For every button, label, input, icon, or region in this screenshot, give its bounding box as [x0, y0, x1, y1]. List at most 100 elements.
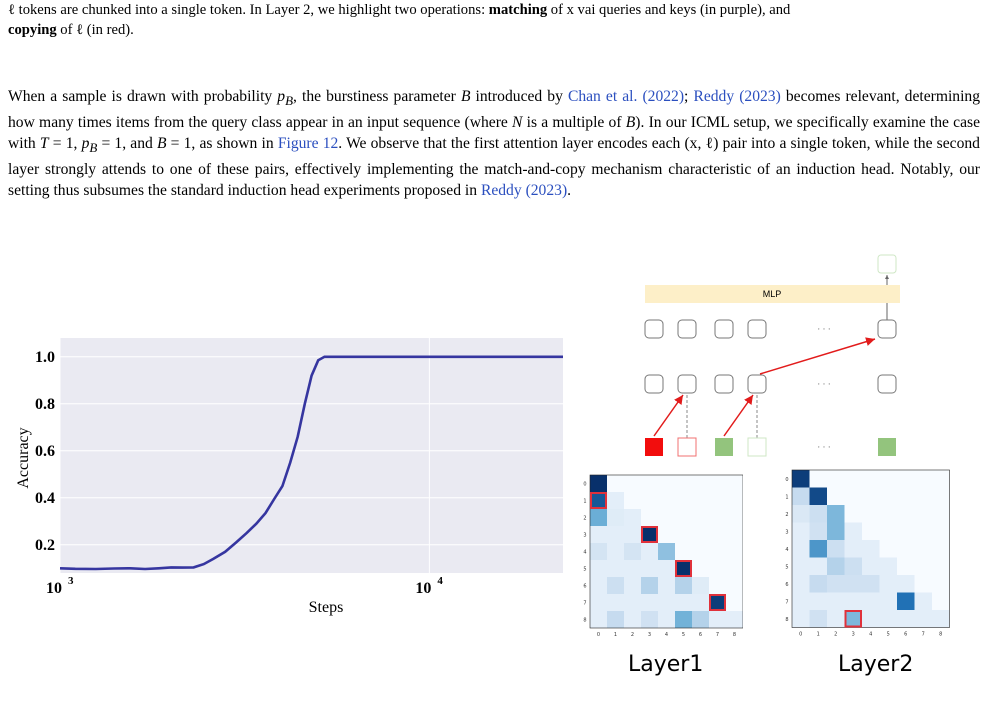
heatmap-row-tick: 3 [785, 529, 788, 535]
heatmap-cell [590, 594, 607, 611]
citation-reddy-link[interactable]: Reddy [693, 88, 735, 105]
y-tick-label: 0.8 [35, 396, 55, 413]
heatmap-col-tick: 3 [852, 632, 855, 638]
heatmap-cell [792, 470, 810, 488]
heatmap-cell [692, 509, 709, 526]
heatmap-cell [709, 526, 726, 543]
heatmap-cell [862, 557, 880, 575]
heatmap-cell [726, 509, 743, 526]
heatmap-cell [641, 543, 658, 560]
heatmap-cell [844, 557, 862, 575]
input-row: · · · [645, 437, 896, 457]
heatmap-cell [827, 557, 845, 575]
citation-reddy-year-link[interactable]: (2023) [739, 88, 781, 105]
heatmap-cell [932, 540, 950, 558]
layer2-row: · · · [644, 319, 897, 339]
heatmap-cell [827, 610, 845, 628]
heatmap-cell [932, 575, 950, 593]
heatmap-cell [932, 557, 950, 575]
heatmap-cell [879, 610, 897, 628]
figure-12-link[interactable]: Figure 12 [277, 135, 339, 153]
heatmap-cell [692, 560, 709, 577]
heatmap-cell [879, 505, 897, 523]
heatmap-col-tick: 6 [699, 632, 702, 638]
citation-chan-link[interactable]: Chan et al. [567, 88, 638, 105]
heatmap-cell [726, 560, 743, 577]
heatmap-cell [607, 577, 624, 594]
heatmap-col-tick: 4 [869, 632, 872, 638]
heatmap-cell [590, 492, 607, 509]
heatmap-cell [914, 557, 932, 575]
heatmap-row-tick: 4 [785, 547, 788, 553]
heatmap-cell [932, 610, 950, 628]
heatmap-cell [862, 522, 880, 540]
heatmap-col-tick: 3 [648, 632, 651, 638]
heatmap-cell [692, 543, 709, 560]
heatmap-cell [879, 487, 897, 505]
bold-matching: matching [488, 2, 548, 18]
heatmap-cell [879, 522, 897, 540]
heatmap-cell [709, 475, 726, 492]
y-tick-label: 1.0 [35, 349, 55, 366]
x-tick-exponent: 3 [68, 575, 74, 587]
heatmap-cell [590, 543, 607, 560]
citation-reddy2-year-link[interactable]: (2023) [525, 182, 568, 200]
heatmap-cell [844, 470, 862, 488]
heatmap-cell [879, 592, 897, 610]
heatmap-cell [932, 522, 950, 540]
heatmap-cell [641, 577, 658, 594]
heatmap-cell [607, 526, 624, 543]
heatmap-cell [658, 475, 675, 492]
heatmap-cell [827, 487, 845, 505]
heatmap-cell [914, 575, 932, 593]
heatmap-cell [914, 540, 932, 558]
citation-reddy2-link[interactable]: Reddy [480, 182, 522, 200]
heatmap-row-tick: 0 [785, 477, 788, 483]
heatmap-col-tick: 7 [922, 632, 925, 638]
heatmap-cell [675, 509, 692, 526]
heatmap-cell [624, 594, 641, 611]
heatmap-cell [675, 543, 692, 560]
heatmap-cell [792, 487, 810, 505]
heatmap-cell [726, 611, 743, 628]
heatmap-cell [709, 594, 726, 611]
heatmap-row-tick: 7 [785, 599, 788, 605]
heatmap-cell [827, 470, 845, 488]
heatmap-cell [641, 475, 658, 492]
heatmap-cell [726, 594, 743, 611]
architecture-diagram: MLP · · · · · · · · · [644, 254, 900, 457]
heatmap-cell [862, 470, 880, 488]
heatmap-cell [675, 594, 692, 611]
heatmap-cell [624, 509, 641, 526]
layer1-row: · · · [644, 374, 897, 394]
heatmap-cell [726, 475, 743, 492]
heatmap-cell [641, 594, 658, 611]
heatmap-cell [607, 492, 624, 509]
heatmap-cell [914, 470, 932, 488]
svg-text:· · ·: · · · [817, 442, 831, 452]
heatmap-cell [862, 540, 880, 558]
heatmap-cell [914, 610, 932, 628]
heatmap-cell [675, 560, 692, 577]
layer1-label: Layer1 [628, 652, 704, 677]
y-tick-label: 0.6 [35, 443, 55, 460]
heatmap-highlight [641, 526, 658, 543]
heatmap-cell [792, 540, 810, 558]
heatmap-cell [658, 577, 675, 594]
heatmap-cell [726, 543, 743, 560]
heatmap-cell [641, 492, 658, 509]
heatmap-cell [792, 575, 810, 593]
heatmap-cell [692, 611, 709, 628]
heatmap-cell [624, 475, 641, 492]
layer1-attention-heatmap: 0 0 1 1 2 2 3 3 4 4 5 5 6 6 7 7 8 8 [583, 474, 743, 638]
heatmap-cell [709, 492, 726, 509]
heatmap-cell [624, 577, 641, 594]
heatmap-cell [692, 492, 709, 509]
heatmap-col-tick: 7 [716, 632, 719, 638]
heatmap-cell [792, 610, 810, 628]
heatmap-cell [809, 575, 827, 593]
heatmap-cell [658, 611, 675, 628]
heatmap-cell [844, 522, 862, 540]
heatmap-col-tick: 2 [631, 632, 634, 638]
citation-chan-year-link[interactable]: (2022) [642, 88, 685, 105]
